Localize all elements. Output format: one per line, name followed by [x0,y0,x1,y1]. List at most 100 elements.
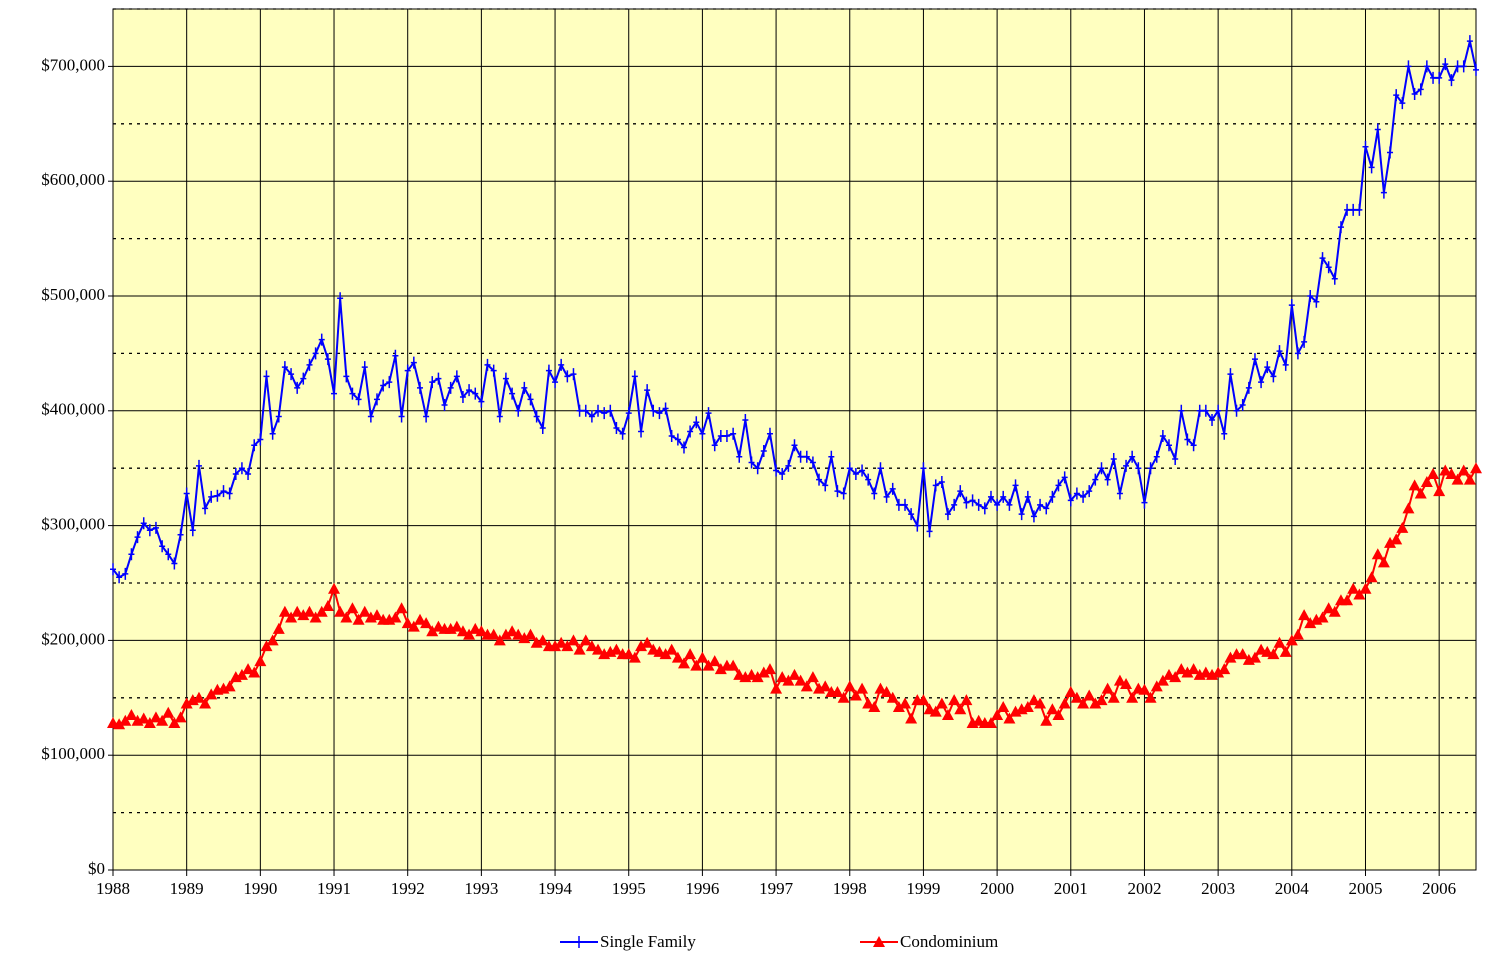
y-tick-label: $200,000 [41,629,105,648]
marker [665,643,678,655]
marker [331,387,338,400]
marker [1190,439,1197,452]
marker [1282,358,1289,371]
marker [223,680,236,692]
x-tick-label: 1996 [685,879,719,898]
marker [1347,582,1360,594]
marker [754,462,761,475]
marker [1344,203,1351,216]
marker [1064,686,1077,698]
marker [782,674,795,686]
marker [367,410,374,423]
marker [410,356,417,369]
marker [1236,648,1249,660]
marker [343,370,350,383]
marker [573,643,586,655]
marker [1175,663,1188,675]
marker [475,625,488,637]
marker [659,648,672,660]
marker [269,427,276,440]
marker [340,611,353,623]
marker [1215,404,1222,417]
marker [613,422,620,435]
marker [1460,60,1467,73]
marker [414,613,427,625]
marker [1350,203,1357,216]
marker [1316,611,1329,623]
marker [1411,87,1418,100]
marker [877,462,884,475]
marker [549,640,562,652]
marker [684,648,697,660]
marker [361,361,368,374]
x-tick-label: 2002 [1127,879,1161,898]
marker [189,524,196,537]
marker [873,936,885,947]
marker [730,427,737,440]
x-tick-label: 1994 [538,879,573,898]
marker [162,706,175,718]
marker [266,634,279,646]
marker [1307,290,1314,302]
marker [650,404,657,417]
x-tick-label: 1997 [759,879,794,898]
marker [174,711,187,723]
legend-label: Condominium [900,932,998,951]
marker [1433,485,1446,497]
marker [232,467,239,480]
marker [254,655,267,667]
marker [1034,697,1047,709]
marker [1341,594,1354,606]
marker [1227,368,1234,381]
x-tick-label: 1988 [96,879,130,898]
marker [420,617,433,629]
marker [837,691,850,703]
marker [251,439,258,452]
marker [257,433,264,446]
marker [846,462,853,475]
marker [865,473,872,486]
marker [638,425,645,438]
marker [159,540,166,553]
marker [757,666,770,678]
marker [595,404,602,417]
marker [137,712,150,724]
marker [226,487,233,500]
marker [1245,381,1252,394]
marker [874,682,887,694]
marker [941,709,954,721]
marker [714,663,727,675]
marker [948,694,961,706]
marker [1457,464,1470,476]
marker [1184,433,1191,446]
marker [493,634,506,646]
marker [447,381,454,394]
marker [417,381,424,394]
marker [238,462,245,475]
marker [1313,295,1320,308]
marker [579,634,592,646]
marker [1147,462,1154,475]
marker [1153,450,1160,463]
marker [1018,508,1025,521]
marker [776,671,789,683]
marker [610,643,623,655]
marker [693,416,700,429]
marker [622,648,635,660]
marker [656,407,663,420]
marker [515,404,522,417]
marker [1129,450,1136,463]
marker [1172,453,1179,466]
marker [152,521,159,534]
marker [496,410,503,423]
marker [1408,479,1421,491]
marker [834,485,841,498]
marker [146,524,153,537]
marker [631,370,638,383]
marker [773,464,780,477]
marker [699,427,706,440]
marker [1070,691,1083,703]
marker [1258,376,1265,389]
marker [149,711,162,723]
marker [278,605,291,617]
